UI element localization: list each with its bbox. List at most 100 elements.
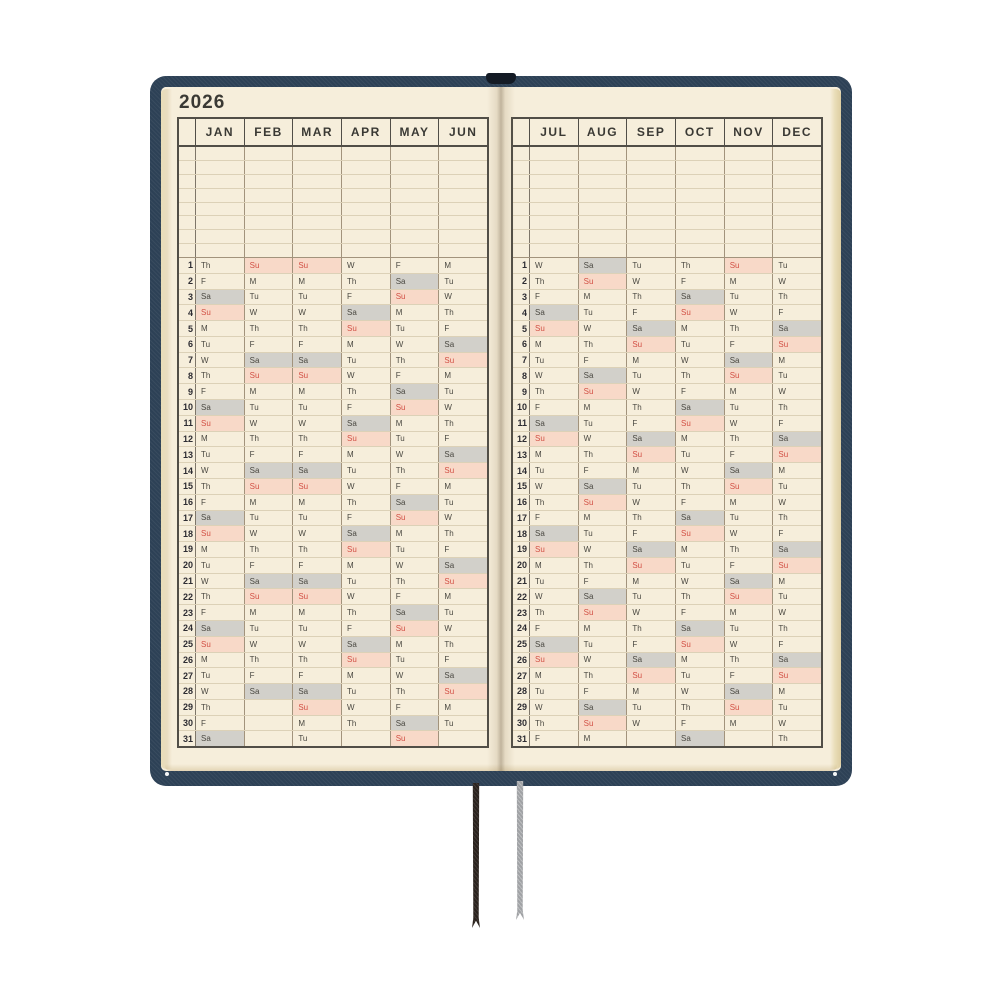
weekday-cell: Su bbox=[724, 699, 774, 715]
weekday-cell: W bbox=[342, 589, 391, 605]
month-header-jun: JUN bbox=[448, 125, 478, 139]
weekday-cell: Tu bbox=[342, 352, 391, 368]
blank-cell bbox=[439, 147, 487, 160]
weekday-cell: Th bbox=[444, 639, 454, 649]
weekday-cell: Th bbox=[627, 400, 677, 415]
weekday-cell: W bbox=[627, 273, 677, 289]
weekday-cell: Tu bbox=[245, 289, 294, 305]
weekday-cell: W bbox=[530, 258, 579, 273]
blank-cell bbox=[725, 188, 774, 202]
weekday-cell: Th bbox=[196, 478, 245, 494]
weekday-cell: Sa bbox=[578, 368, 628, 384]
blank-cell bbox=[627, 188, 677, 202]
weekday-cell: Sa bbox=[627, 321, 677, 336]
weekday-cell: Sa bbox=[627, 542, 677, 557]
blank-cell bbox=[391, 147, 440, 160]
day-number: 20 bbox=[513, 557, 530, 573]
weekday-cell: Tu bbox=[778, 481, 788, 491]
weekday-cell: Th bbox=[245, 321, 294, 336]
day-row: 29 W Sa Tu Th Su Tu bbox=[513, 698, 821, 715]
weekday-cell: Th bbox=[342, 715, 391, 731]
weekday-cell: F bbox=[444, 544, 450, 554]
weekday-cell: Sa bbox=[530, 526, 579, 542]
weekday-cell: M bbox=[627, 573, 677, 589]
weekday-cell: M bbox=[579, 289, 628, 305]
day-number: 31 bbox=[179, 731, 196, 747]
weekday-cell: Th bbox=[627, 289, 677, 305]
weekday-cell: W bbox=[676, 573, 725, 589]
weekday-cell: Sa bbox=[439, 557, 488, 573]
weekday-cell: Tu bbox=[579, 636, 628, 652]
day-row: 1 Th Su Su W F M bbox=[179, 258, 487, 273]
ruled-notes-area bbox=[513, 147, 821, 257]
weekday-cell: Sa bbox=[578, 478, 628, 494]
weekday-cell: M bbox=[627, 463, 677, 478]
blank-cell bbox=[342, 216, 391, 230]
day-row: 30 Th Su W F M W bbox=[513, 714, 821, 731]
weekday-cell: Su bbox=[196, 305, 245, 321]
weekday-cell: W bbox=[444, 402, 452, 412]
day-number: 4 bbox=[179, 305, 196, 321]
weekday-cell: Th bbox=[196, 258, 245, 273]
day-row: 31 F M Sa Th bbox=[513, 730, 821, 747]
weekday-cell: Th bbox=[778, 292, 788, 302]
weekday-cell: F bbox=[245, 557, 294, 573]
weekday-cell: Tu bbox=[676, 668, 725, 684]
weekday-cell: M bbox=[342, 557, 391, 573]
weekday-cell: Su bbox=[676, 526, 725, 542]
weekday-cell: Th bbox=[245, 431, 294, 447]
day-number: 15 bbox=[513, 478, 530, 494]
day-number: 26 bbox=[179, 652, 196, 668]
blank-cell bbox=[342, 230, 391, 244]
weekday-cell: M bbox=[579, 731, 628, 747]
weekday-cell: Th bbox=[778, 623, 788, 633]
day-row: 21 Tu F M W Sa M bbox=[513, 572, 821, 589]
weekday-cell: Tu bbox=[444, 718, 454, 728]
weekday-cell: M bbox=[778, 686, 786, 696]
day-number: 28 bbox=[513, 684, 530, 699]
weekday-cell: M bbox=[676, 431, 725, 447]
blank-number-cell bbox=[179, 174, 196, 188]
weekday-cell: F bbox=[627, 636, 677, 652]
weekday-cell: M bbox=[444, 592, 452, 602]
day-row: 23 F M M Th Sa Tu bbox=[179, 604, 487, 620]
weekday-cell: M bbox=[725, 494, 774, 510]
day-row: 27 M Th Su Tu F Su bbox=[513, 667, 822, 684]
weekday-cell: W bbox=[778, 608, 786, 618]
weekday-cell: Sa bbox=[390, 494, 440, 510]
day-number: 17 bbox=[179, 510, 196, 526]
blank-cell bbox=[439, 161, 487, 174]
weekday-cell: W bbox=[196, 684, 245, 699]
weekday-cell: W bbox=[676, 463, 725, 478]
weekday-cell: Tu bbox=[676, 336, 725, 352]
weekday-cell: Tu bbox=[293, 620, 343, 636]
weekday-cell: Th bbox=[342, 273, 391, 289]
weekday-cell: M bbox=[293, 605, 343, 620]
weekday-cell: Sa bbox=[293, 463, 343, 478]
weekday-cell: W bbox=[444, 292, 452, 302]
weekday-cell bbox=[245, 715, 294, 731]
weekday-cell: Su bbox=[724, 258, 774, 273]
weekday-cell: Su bbox=[773, 336, 822, 352]
weekday-cell: Tu bbox=[293, 400, 343, 415]
blank-cell bbox=[293, 188, 343, 202]
blank-cell bbox=[439, 216, 487, 229]
weekday-cell: Su bbox=[293, 478, 343, 494]
weekday-cell: Tu bbox=[342, 463, 391, 478]
blank-cell bbox=[293, 202, 343, 216]
weekday-cell: Th bbox=[245, 542, 294, 557]
day-row: 25 Sa Tu F Su W F bbox=[513, 635, 821, 652]
weekday-cell: F bbox=[627, 415, 677, 431]
month-header-sep: SEP bbox=[627, 119, 677, 145]
blank-cell bbox=[245, 188, 294, 202]
weekday-cell: Th bbox=[391, 352, 440, 368]
blank-cell bbox=[196, 188, 245, 202]
day-row: 24 Sa Tu Tu F Su W bbox=[179, 619, 487, 636]
blank-cell bbox=[196, 160, 245, 174]
day-number: 3 bbox=[179, 289, 196, 305]
weekday-cell: Th bbox=[627, 510, 677, 526]
weekday-cell bbox=[342, 731, 391, 747]
weekday-cell: Th bbox=[196, 368, 245, 384]
day-row: 10 Sa Tu Tu F Su W bbox=[179, 399, 487, 415]
day-row: 6 M Th Su Tu F Su bbox=[513, 335, 822, 352]
